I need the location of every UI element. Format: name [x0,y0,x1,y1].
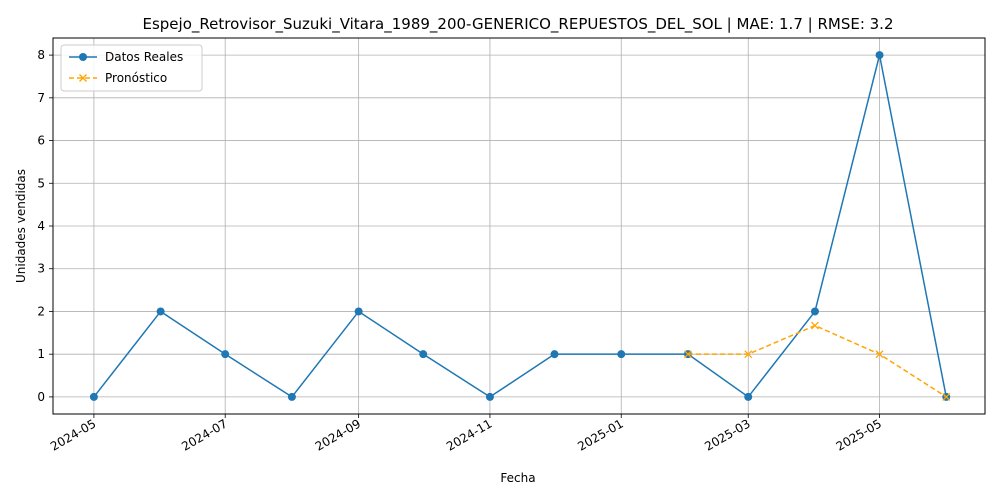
data-point [485,392,494,401]
x-marker-stroke [942,392,951,401]
axis-ticks: 2024-05 2024-07 2024-09 2024-11 2025-01 2025-… [37,48,884,454]
x-marker-stroke [684,350,692,359]
data-point [156,307,165,316]
forecast-point [875,350,884,359]
y-tick-label: 5 [37,176,45,190]
x-tick-label: 2025-03 [702,416,752,453]
forecast-point [810,321,819,330]
y-axis-label: Unidades vendidas [14,169,28,283]
series-line-1 [687,324,947,398]
legend-marker [79,53,87,61]
y-tick-label: 4 [37,219,45,233]
x-axis-label: Fecha [500,471,535,485]
y-tick-label: 3 [37,262,45,276]
y-tick-label: 6 [37,134,45,148]
data-point [354,307,363,316]
data-point [419,350,428,359]
forecast-point [684,350,692,359]
data-point [550,350,559,359]
x-marker-stroke [875,350,884,359]
data-point [221,350,230,359]
series-layer [89,51,951,401]
data-point [810,307,819,316]
legend-marker [79,74,87,82]
series-line-0 [93,54,947,398]
forecast-point [942,392,951,401]
data-point [875,51,884,60]
data-point [744,392,753,401]
data-point [89,392,98,401]
x-tick-label: 2025-05 [834,416,884,453]
x-tick-label: 2024-11 [444,416,494,453]
x-tick-label: 2024-07 [179,416,229,453]
x-marker-stroke [810,321,819,330]
chart-title: Espejo_Retrovisor_Suzuki_Vitara_1989_200… [142,15,893,34]
x-tick-label: 2024-09 [313,416,363,453]
data-point [287,392,296,401]
y-tick-label: 7 [37,91,45,105]
legend: Datos Reales Pronóstico [60,44,203,92]
y-tick-label: 1 [37,347,45,361]
legend-label-0: Datos Reales [105,50,183,64]
forecast-point [744,350,753,359]
x-marker-stroke [744,350,753,359]
y-tick-label: 8 [37,48,45,62]
grid-lines [53,38,985,414]
y-tick-label: 2 [37,304,45,318]
x-tick-label: 2025-01 [575,416,625,453]
x-tick-label: 2024-05 [48,416,98,453]
legend-label-1: Pronóstico [105,71,167,85]
y-tick-label: 0 [37,390,45,404]
data-point [617,350,626,359]
